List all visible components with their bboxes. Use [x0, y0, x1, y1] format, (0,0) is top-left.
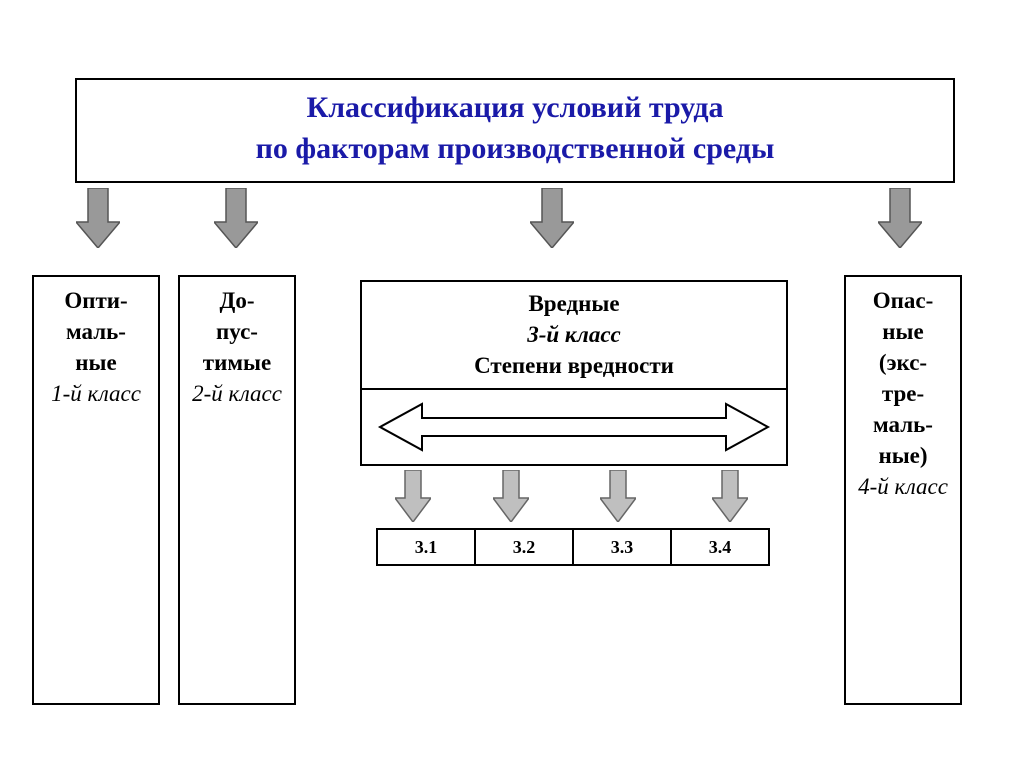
arrow-to-34: [712, 470, 748, 522]
accept-l3: тимые: [203, 350, 271, 375]
harmful-class: 3-й класс: [527, 322, 621, 347]
danger-l1: Опас-: [873, 288, 934, 313]
col-acceptable: До- пус- тимые 2-й класс: [178, 275, 296, 705]
degree-32: 3.2: [474, 528, 574, 566]
col-optimal: Опти- маль- ные 1-й класс: [32, 275, 160, 705]
danger-class: 4-й класс: [858, 474, 948, 499]
title-line1: Классификация условий труда: [306, 91, 723, 124]
danger-l3: (экс-: [879, 350, 927, 375]
arrow-to-harmful: [530, 188, 574, 248]
arrow-to-33: [600, 470, 636, 522]
harmful-range-box: [360, 388, 788, 466]
optimal-class: 1-й класс: [51, 381, 141, 406]
accept-class: 2-й класс: [192, 381, 282, 406]
optimal-l1: Опти-: [64, 288, 127, 313]
degree-33: 3.3: [572, 528, 672, 566]
harmful-box: Вредные 3-й класс Степени вредности: [360, 280, 788, 390]
accept-l2: пус-: [216, 319, 258, 344]
harmful-title: Вредные: [528, 291, 619, 316]
title-line2: по факторам производственной среды: [256, 132, 775, 165]
arrow-to-32: [493, 470, 529, 522]
double-arrow-icon: [362, 390, 786, 464]
degree-31: 3.1: [376, 528, 476, 566]
harmful-degree-row: 3.1 3.2 3.3 3.4: [376, 528, 770, 566]
harmful-subtitle: Степени вредности: [474, 353, 674, 378]
degree-34: 3.4: [670, 528, 770, 566]
danger-l4: тре-: [882, 381, 924, 406]
danger-l6: ные): [878, 443, 927, 468]
arrow-to-31: [395, 470, 431, 522]
danger-l5: маль-: [873, 412, 933, 437]
col-dangerous: Опас- ные (экс- тре- маль- ные) 4-й клас…: [844, 275, 962, 705]
accept-l1: До-: [220, 288, 255, 313]
arrow-to-acceptable: [214, 188, 258, 248]
optimal-l2: маль-: [66, 319, 126, 344]
arrow-to-dangerous: [878, 188, 922, 248]
arrow-to-optimal: [76, 188, 120, 248]
title-box: Классификация условий труда по факторам …: [75, 78, 955, 183]
optimal-l3: ные: [75, 350, 116, 375]
danger-l2: ные: [882, 319, 923, 344]
